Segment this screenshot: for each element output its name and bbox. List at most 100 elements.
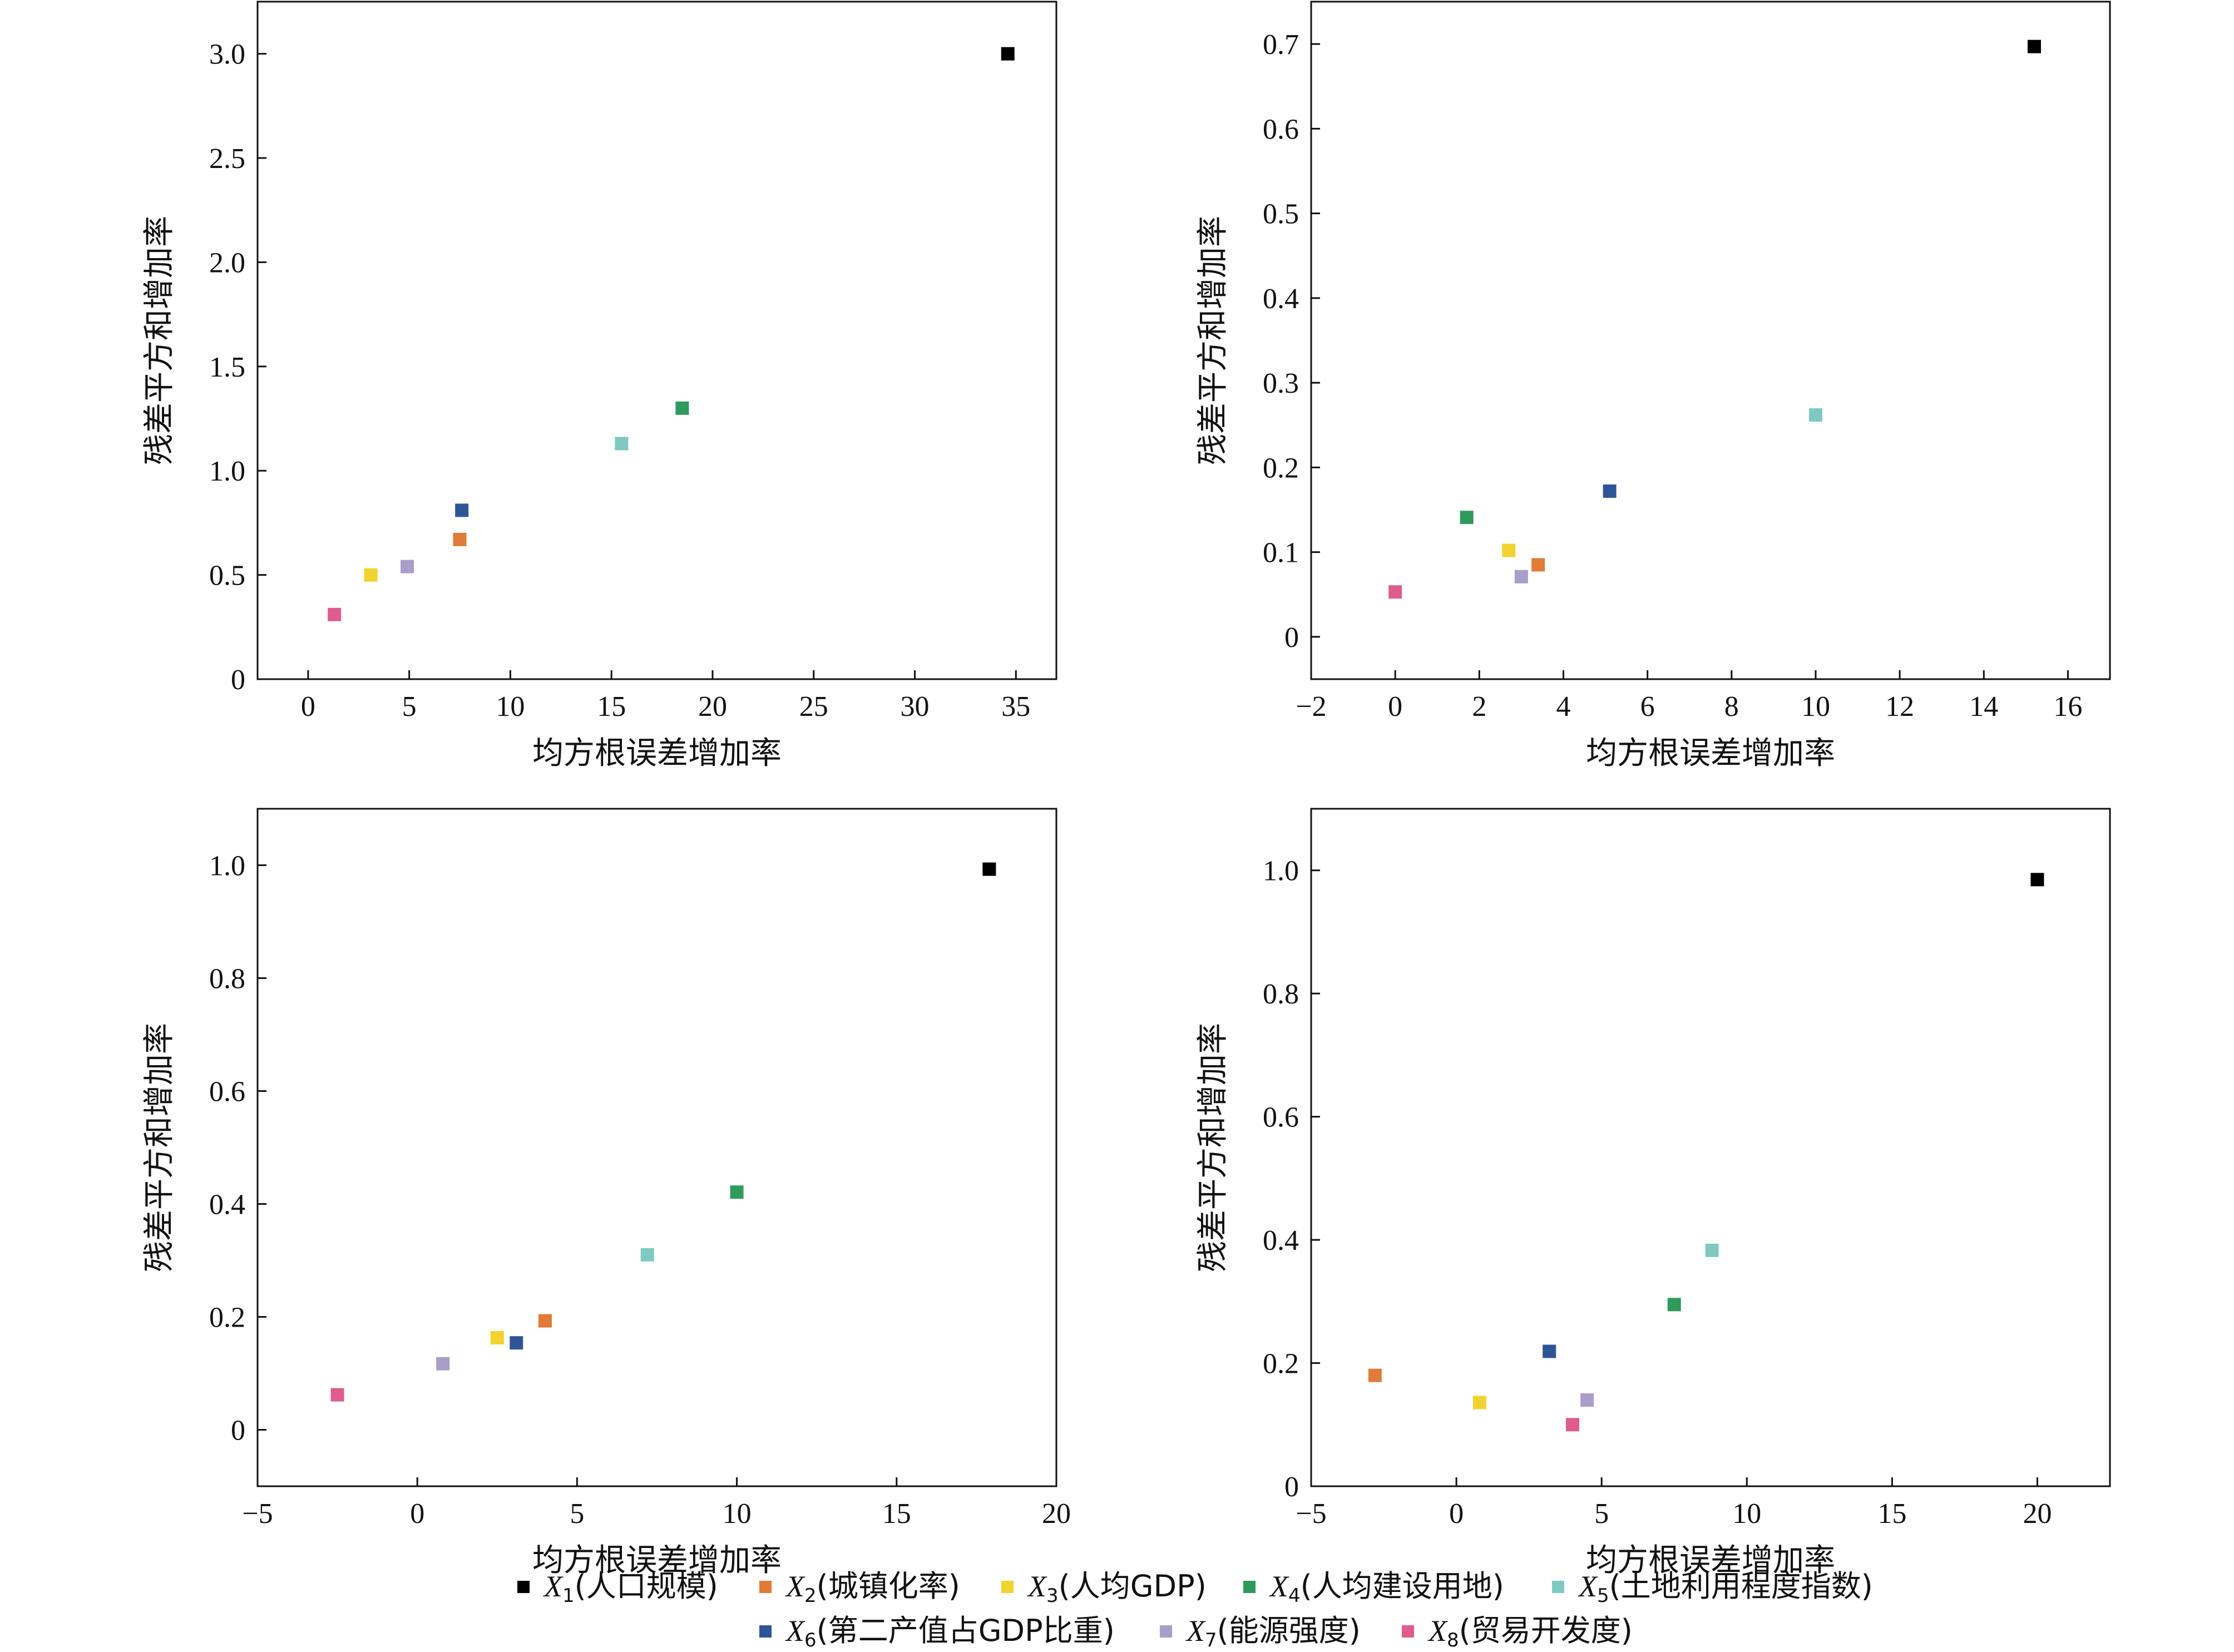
- data-point-x1: [1001, 47, 1015, 61]
- x-tick-label: 20: [698, 691, 727, 723]
- data-point-x3: [490, 1331, 504, 1345]
- legend-swatch: [1001, 1581, 1014, 1593]
- legend-label: X3(人均GDP): [1027, 1569, 1207, 1607]
- legend-item-x4: X4(人均建设用地): [1243, 1569, 1504, 1607]
- y-tick-label: 0.8: [209, 963, 245, 995]
- data-point-x6: [455, 503, 469, 517]
- x-tick-label: 15: [882, 1498, 911, 1530]
- y-axis-label: 残差平方和增加率: [141, 216, 177, 465]
- data-point-x4: [675, 401, 689, 415]
- x-tick-label: −5: [242, 1498, 273, 1530]
- data-point-x2: [453, 532, 467, 546]
- legend-label: X8(贸易开发度): [1427, 1613, 1633, 1651]
- y-tick-label: 0: [1284, 622, 1299, 654]
- legend-label: X1(人口规模): [543, 1569, 718, 1607]
- scatter-panel-2: −2 0 2 4 6 8 10 12 14 16 0 0.1 0.2 0.3 0.4 0.5 0.6 0.7 均方根…: [1195, 1, 2111, 771]
- legend-swatch: [1402, 1625, 1414, 1638]
- plot-frame: [1310, 1, 2111, 680]
- x-tick-label: 10: [496, 691, 525, 723]
- data-point-x8: [1565, 1418, 1579, 1432]
- scatter-panel-3: −5 0 5 10 15 20 0 0.2 0.4 0.6 0.8 1.0 均方根误差增加率 残差平方和增…: [141, 808, 1071, 1579]
- y-tick-label: 0.2: [1263, 452, 1299, 484]
- x-tick-label: 10: [1801, 691, 1830, 723]
- data-point-x7: [1580, 1393, 1594, 1407]
- x-tick-label: 16: [2053, 691, 2082, 723]
- x-tick-label: 5: [402, 691, 417, 723]
- y-tick-label: 0: [1284, 1471, 1299, 1503]
- x-tick-label: 15: [1877, 1498, 1906, 1530]
- y-tick-label: 0.6: [209, 1076, 245, 1108]
- data-point-x6: [1543, 1344, 1556, 1358]
- x-tick-label: 5: [570, 1498, 584, 1530]
- plot-frame: [256, 808, 1057, 1487]
- y-tick-label: 0.5: [1263, 199, 1299, 230]
- data-point-x7: [1514, 570, 1528, 583]
- data-point-x5: [1705, 1243, 1719, 1257]
- x-tick-label: 6: [1640, 691, 1655, 723]
- y-tick-label: 2.0: [209, 247, 245, 279]
- legend-label: X7(能源强度): [1185, 1613, 1361, 1651]
- data-point-x2: [1368, 1368, 1382, 1382]
- data-point-x5: [615, 437, 629, 451]
- x-tick-label: 0: [410, 1498, 424, 1530]
- y-tick-label: 0.3: [1263, 368, 1299, 399]
- y-tick-label: 1.0: [209, 850, 245, 882]
- legend-label: X5(土地利用程度指数): [1578, 1569, 1873, 1607]
- y-tick-label: 1.0: [209, 456, 245, 487]
- data-point-x8: [328, 607, 342, 621]
- x-axis-label: 均方根误差增加率: [532, 735, 782, 771]
- y-tick-label: 0.4: [209, 1189, 245, 1221]
- y-tick-label: 0.2: [1263, 1348, 1299, 1380]
- legend-label: X4(人均建设用地): [1269, 1569, 1504, 1607]
- legend-swatch: [517, 1581, 530, 1593]
- x-tick-label: 20: [1042, 1498, 1071, 1530]
- legend-item-x1: X1(人口规模): [517, 1569, 718, 1607]
- legend-item-x3: X3(人均GDP): [1001, 1569, 1207, 1607]
- y-tick-label: 0: [231, 1415, 245, 1447]
- y-axis-label: 残差平方和增加率: [1195, 216, 1231, 465]
- data-point-x1: [2027, 39, 2041, 53]
- plot-frame: [256, 1, 1057, 680]
- data-point-x1: [982, 862, 996, 876]
- y-tick-label: 0.8: [1263, 978, 1299, 1010]
- y-tick-label: 0.4: [1263, 283, 1299, 315]
- x-tick-label: 14: [1969, 691, 1998, 723]
- data-point-x6: [1603, 484, 1617, 498]
- data-point-x2: [1531, 558, 1545, 572]
- legend-label: X6(第二产值占GDP比重): [785, 1613, 1115, 1651]
- legend-swatch: [759, 1625, 772, 1638]
- x-axis-label: 均方根误差增加率: [1586, 1542, 1835, 1579]
- y-tick-label: 1.5: [209, 352, 245, 383]
- x-tick-label: 0: [301, 691, 315, 723]
- x-tick-label: 8: [1724, 691, 1739, 723]
- x-tick-label: 10: [1732, 1498, 1761, 1530]
- legend-label: X2(城镇化率): [785, 1569, 960, 1607]
- x-tick-label: 20: [2023, 1498, 2052, 1530]
- legend-swatch: [1243, 1581, 1256, 1593]
- scatter-panel-1: 0 5 10 15 20 25 30 35 0 0.5 1.0 1.5 2.0 2.5 3.0 均方根误差增加…: [141, 1, 1057, 771]
- y-tick-label: 3.0: [209, 39, 245, 71]
- data-point-x1: [2030, 873, 2044, 887]
- y-axis-label: 残差平方和增加率: [1195, 1023, 1231, 1272]
- y-tick-label: 0.5: [209, 560, 245, 592]
- y-tick-label: 0: [231, 664, 245, 696]
- data-point-x4: [1460, 511, 1474, 525]
- y-tick-label: 0.2: [209, 1302, 245, 1334]
- data-point-x3: [1472, 1396, 1486, 1409]
- y-axis-label: 残差平方和增加率: [141, 1023, 177, 1272]
- legend-item-x5: X5(土地利用程度指数): [1552, 1569, 1873, 1607]
- legend-item-x7: X7(能源强度): [1160, 1613, 1361, 1651]
- x-tick-label: 25: [799, 691, 828, 723]
- scatter-panel-4: −5 0 5 10 15 2000.20.40.60.81.0均方根误差增加率残差平方和增…: [1195, 808, 2111, 1579]
- legend-swatch: [1160, 1625, 1172, 1638]
- x-tick-label: 12: [1885, 691, 1914, 723]
- scatter-panels: 0 5 10 15 20 25 30 3500.51.01.52.02.53.0均方根误差增加…: [141, 1, 2111, 1579]
- data-point-x4: [1667, 1298, 1681, 1312]
- y-tick-label: 0.6: [1263, 1102, 1299, 1134]
- data-point-x3: [364, 568, 378, 582]
- x-tick-label: 30: [901, 691, 930, 723]
- x-tick-label: −5: [1296, 1498, 1326, 1530]
- x-tick-label: 0: [1388, 691, 1402, 723]
- y-tick-label: 1.0: [1263, 855, 1299, 887]
